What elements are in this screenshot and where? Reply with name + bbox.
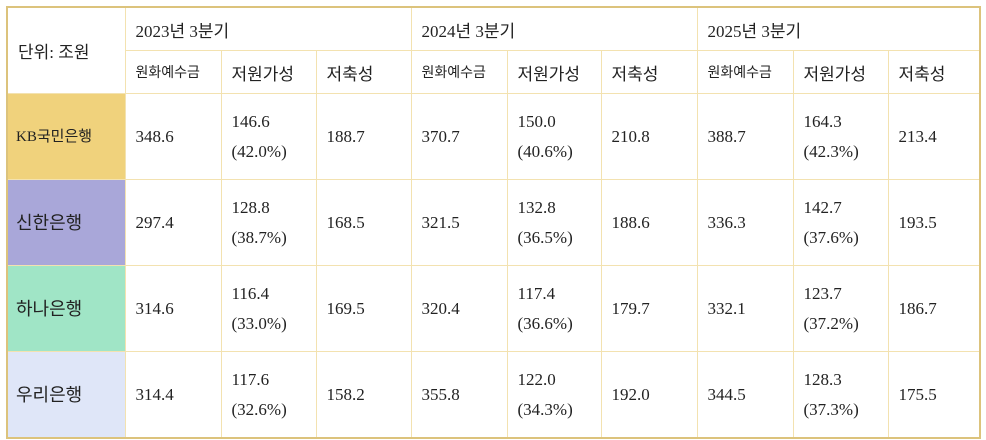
low-cost-value: 132.8 [517,197,556,217]
savings-value: 188.7 [315,93,412,180]
savings-value: 169.5 [315,265,412,352]
low-cost-value: 116.4 [231,283,270,303]
savings-value: 168.5 [315,179,412,266]
deposit-value: 321.5 [410,179,508,266]
low-cost-share: (33.0%) [231,313,287,333]
low-cost-value: 128.3 [803,369,842,389]
period-header: 2025년 3분기 [696,6,981,51]
low-cost-share: (32.6%) [231,399,287,419]
unit-label: 단위: 조원 [6,6,126,94]
low-cost-share: (38.7%) [231,227,287,247]
savings-value: 188.6 [600,179,698,266]
low-cost-value: 164.3 [803,111,842,131]
low-cost-value: 123.7 [803,283,842,303]
bank-name: 우리은행 [6,351,126,439]
deposit-value: 388.7 [696,93,794,180]
column-header: 저축성 [600,50,698,94]
low-cost-value: 142.7 [803,197,842,217]
low-cost-share: (34.3%) [517,399,573,419]
data-row: KB국민은행 348.6 146.6 (42.0%) 188.7 370.7 150.0 (4… [6,93,981,180]
deposit-value: 348.6 [124,93,222,180]
deposit-value: 320.4 [410,265,508,352]
low-cost-share: (37.6%) [803,227,859,247]
period-header: 2024년 3분기 [410,6,698,51]
deposit-value: 297.4 [124,179,222,266]
low-cost-cell: 146.6 (42.0%) [220,93,317,180]
savings-value: 210.8 [600,93,698,180]
low-cost-value: 117.6 [231,369,270,389]
column-header: 원화예수금 [410,50,508,94]
subheader-row: 원화예수금 저원가성 저축성 원화예수금 저원가성 저축성 원화예수금 저원가성 저축성 [7,50,981,94]
column-header: 원화예수금 [124,50,222,94]
savings-value: 179.7 [600,265,698,352]
low-cost-value: 128.8 [231,197,270,217]
column-header: 저원가성 [220,50,317,94]
low-cost-cell: 117.6 (32.6%) [220,351,317,439]
bank-name: 신한은행 [6,179,126,266]
savings-value: 158.2 [315,351,412,439]
deposit-value: 336.3 [696,179,794,266]
low-cost-value: 117.4 [517,283,556,303]
low-cost-share: (36.6%) [517,313,573,333]
column-header: 저축성 [315,50,412,94]
bank-name: KB국민은행 [6,93,126,180]
low-cost-cell: 122.0 (34.3%) [506,351,602,439]
bank-name: 하나은행 [6,265,126,352]
low-cost-cell: 116.4 (33.0%) [220,265,317,352]
savings-value: 186.7 [887,265,981,352]
low-cost-value: 150.0 [517,111,556,131]
header-row: 단위: 조원 2023년 3분기 2024년 3분기 2025년 3분기 [6,6,981,94]
low-cost-share: (37.2%) [803,313,859,333]
low-cost-cell: 164.3 (42.3%) [792,93,889,180]
deposit-value: 314.6 [124,265,222,352]
data-row: 신한은행 297.4 128.8 (38.7%) 168.5 321.5 132.8 (36.… [6,179,981,266]
data-row: 우리은행 314.4 117.6 (32.6%) 158.2 355.8 122.0 (34.… [6,351,981,439]
low-cost-cell: 150.0 (40.6%) [506,93,602,180]
column-header: 원화예수금 [696,50,794,94]
column-header: 저원가성 [792,50,889,94]
deposit-value: 344.5 [696,351,794,439]
data-row: 하나은행 314.6 116.4 (33.0%) 169.5 320.4 117.4 (36.… [6,265,981,352]
low-cost-value: 122.0 [517,369,556,389]
low-cost-share: (37.3%) [803,399,859,419]
low-cost-share: (42.3%) [803,141,859,161]
deposit-value: 314.4 [124,351,222,439]
deposit-value: 355.8 [410,351,508,439]
column-header: 저원가성 [506,50,602,94]
low-cost-value: 146.6 [231,111,270,131]
savings-value: 213.4 [887,93,981,180]
deposit-value: 332.1 [696,265,794,352]
low-cost-cell: 132.8 (36.5%) [506,179,602,266]
savings-value: 175.5 [887,351,981,439]
column-header: 저축성 [887,50,981,94]
savings-value: 193.5 [887,179,981,266]
low-cost-cell: 128.3 (37.3%) [792,351,889,439]
deposit-value: 370.7 [410,93,508,180]
deposit-table: 단위: 조원 2023년 3분기 2024년 3분기 2025년 3분기 원화예수금 저원… [6,6,981,439]
low-cost-cell: 128.8 (38.7%) [220,179,317,266]
period-header: 2023년 3분기 [124,6,412,51]
low-cost-cell: 117.4 (36.6%) [506,265,602,352]
low-cost-share: (42.0%) [231,141,287,161]
savings-value: 192.0 [600,351,698,439]
low-cost-cell: 142.7 (37.6%) [792,179,889,266]
low-cost-share: (40.6%) [517,141,573,161]
low-cost-share: (36.5%) [517,227,573,247]
low-cost-cell: 123.7 (37.2%) [792,265,889,352]
